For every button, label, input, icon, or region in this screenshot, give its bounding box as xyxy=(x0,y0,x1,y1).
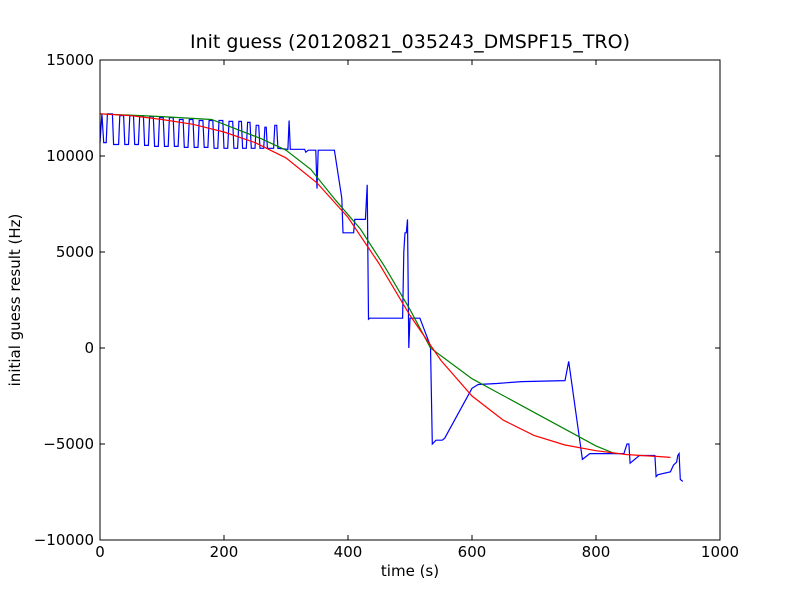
x-axis-label: time (s) xyxy=(381,562,439,580)
x-tick-label: 600 xyxy=(458,543,487,561)
y-tick-label: 5000 xyxy=(56,243,94,261)
series-layer xyxy=(99,113,684,482)
x-tick-label: 1000 xyxy=(701,543,739,561)
plot-frame xyxy=(99,59,721,541)
x-tick-label: 0 xyxy=(95,543,105,561)
series-line-3 xyxy=(99,113,671,458)
tick-layer: 0 200 400 600 800 1000 −10000 −5000 0 5000 10000 15… xyxy=(34,51,739,561)
y-tick-label: −10000 xyxy=(34,531,94,549)
y-tick-label: 0 xyxy=(84,339,94,357)
y-tick-label: 10000 xyxy=(46,147,94,165)
series-line-1 xyxy=(99,113,684,482)
x-tick-label: 200 xyxy=(210,543,239,561)
x-tick-label: 400 xyxy=(334,543,363,561)
y-tick-label: 15000 xyxy=(46,51,94,69)
x-tick-label: 800 xyxy=(582,543,611,561)
chart-title: Init guess (20120821_035243_DMSPF15_TRO) xyxy=(190,31,630,53)
series-line-2 xyxy=(99,113,615,455)
y-axis-label: initial guess result (Hz) xyxy=(6,214,24,387)
y-tick-label: −5000 xyxy=(43,435,94,453)
